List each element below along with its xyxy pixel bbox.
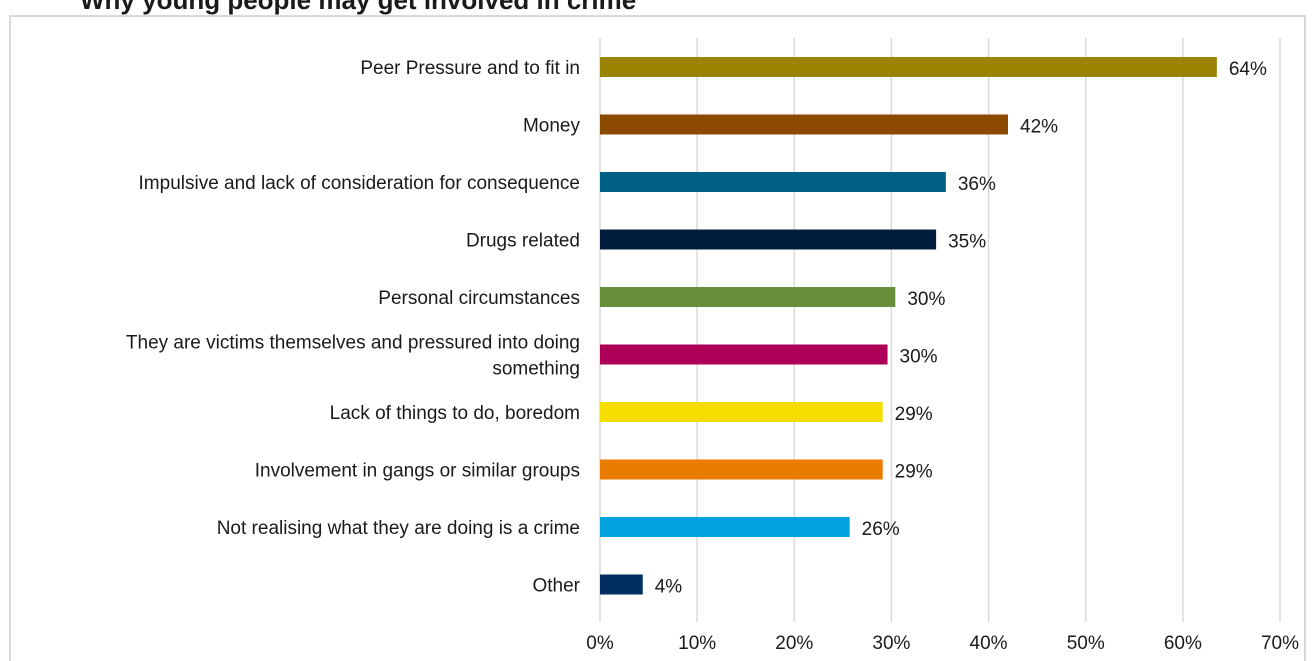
- category-labels: Peer Pressure and to fit in Money Impulsiv…: [126, 58, 581, 597]
- data-label: 30%: [900, 347, 938, 368]
- data-label: 64%: [1229, 59, 1267, 80]
- data-label: 26%: [862, 519, 900, 540]
- x-tick-label: 40%: [970, 633, 1008, 654]
- category-label: Other: [532, 576, 580, 597]
- x-tick-label: 60%: [1164, 633, 1202, 654]
- data-label: 42%: [1020, 117, 1058, 138]
- data-label: 4%: [655, 577, 683, 598]
- x-axis-tick-labels: 0% 10% 20% 30% 40% 50% 60% 70%: [586, 633, 1299, 654]
- bar: [600, 517, 850, 537]
- bars: [600, 57, 1217, 595]
- x-tick-label: 20%: [775, 633, 813, 654]
- bar: [600, 172, 946, 192]
- category-label: Personal circumstances: [378, 288, 580, 309]
- title-strip: Why young people may get involved in cri…: [0, 0, 1316, 16]
- chart-frame: [9, 15, 1306, 661]
- bar: [600, 402, 883, 422]
- bar: [600, 574, 643, 595]
- x-tick-label: 30%: [872, 633, 910, 654]
- x-tick-label: 10%: [678, 633, 716, 654]
- category-label: Not realising what they are doing is a c…: [217, 518, 580, 539]
- category-label: Involvement in gangs or similar groups: [255, 461, 580, 482]
- data-label: 35%: [948, 232, 986, 253]
- data-label: 29%: [895, 462, 933, 483]
- data-label: 29%: [895, 404, 933, 425]
- data-labels: 64% 42% 36% 35% 30% 30% 29% 29% 26% 4%: [655, 59, 1267, 598]
- bar: [600, 344, 888, 365]
- data-label: 36%: [958, 174, 996, 195]
- category-label: Lack of things to do, boredom: [330, 403, 580, 424]
- x-tick-label: 50%: [1067, 633, 1105, 654]
- x-tick-label: 0%: [586, 633, 614, 654]
- category-label: They are victims themselves and pressure…: [126, 333, 580, 354]
- bar: [600, 459, 883, 480]
- category-label: Peer Pressure and to fit in: [360, 58, 580, 79]
- bar: [600, 57, 1217, 77]
- chart-title: Why young people may get involved in cri…: [80, 0, 637, 15]
- x-tick-label: 70%: [1261, 633, 1299, 654]
- category-label: Money: [523, 116, 581, 137]
- category-label: Drugs related: [466, 231, 580, 252]
- data-label: 30%: [907, 289, 945, 310]
- bar: [600, 287, 896, 307]
- bar: [600, 229, 937, 250]
- bar: [600, 114, 1008, 135]
- category-label: Impulsive and lack of consideration for …: [139, 173, 580, 194]
- category-label: something: [492, 359, 580, 380]
